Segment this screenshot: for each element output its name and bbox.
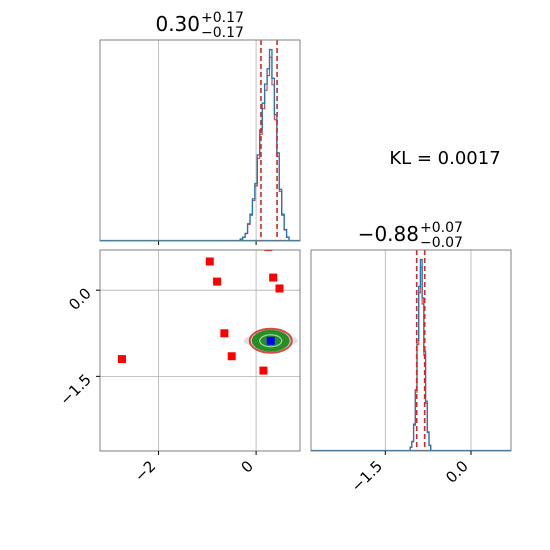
joint-marks <box>117 250 298 375</box>
joint-red-marker-4 <box>275 284 284 293</box>
joint-y-tick-label-0: 0.0 <box>65 284 95 314</box>
joint-panel: −2 0 0.0 −1.5 <box>56 249 301 485</box>
hist-param2-title: −0.88 +0.07 −0.07 <box>358 220 463 251</box>
joint-red-marker-6 <box>227 352 236 361</box>
hist-param2-model-step <box>408 266 433 451</box>
hist-param1-plus: +0.17 <box>201 10 244 26</box>
hist-param2-tick-label-1: 0.0 <box>442 457 472 487</box>
hist-param1-frame <box>99 39 301 242</box>
joint-x-tick-label-0: −2 <box>131 457 159 485</box>
hist-param1-minus: −0.17 <box>201 25 244 41</box>
hist-param2-tick-label-0: −1.5 <box>348 457 386 495</box>
joint-red-marker-7 <box>259 366 268 375</box>
hist-param2-hist-step <box>408 258 433 451</box>
joint-model-contour <box>248 327 293 354</box>
joint-y-tick-label-1: −1.5 <box>56 370 94 408</box>
joint-ticks: −2 0 0.0 −1.5 <box>56 284 257 485</box>
hist-param2-grid <box>384 250 472 451</box>
joint-red-marker-2 <box>269 273 278 282</box>
hist-param2-plus: +0.07 <box>420 220 463 236</box>
joint-inner-contour <box>259 334 283 348</box>
joint-grid <box>100 250 300 451</box>
joint-x-tick-label-1: 0 <box>237 457 256 476</box>
joint-red-marker-3 <box>213 277 222 286</box>
joint-red-marker-0 <box>264 250 273 252</box>
hist-param1-hist-step <box>237 48 292 241</box>
hist-param1-grid <box>158 40 257 245</box>
joint-red-marker-5 <box>220 329 229 338</box>
hist-param1-panel: 0.30 +0.17 −0.17 <box>99 10 301 245</box>
joint-frame <box>99 249 301 452</box>
joint-red-marker-1 <box>205 257 214 266</box>
joint-red-marker-8 <box>117 355 126 364</box>
hist-param2-minus: −0.07 <box>420 235 463 251</box>
joint-blue-marker <box>266 336 275 345</box>
hist-param2-median: −0.88 <box>358 222 419 246</box>
kl-annotation: KL = 0.0017 <box>389 148 500 169</box>
hist-param2-panel: −1.5 0.0 −0.88 +0.07 −0.07 <box>310 220 512 496</box>
hist-param1-marks <box>100 40 300 241</box>
hist-param1-median: 0.30 <box>155 12 200 36</box>
hist-param2-ticks: −1.5 0.0 <box>348 451 472 496</box>
hist-param1-title: 0.30 +0.17 −0.17 <box>155 10 243 41</box>
hist-param2-frame <box>310 249 512 452</box>
hist-param2-marks <box>311 250 511 451</box>
